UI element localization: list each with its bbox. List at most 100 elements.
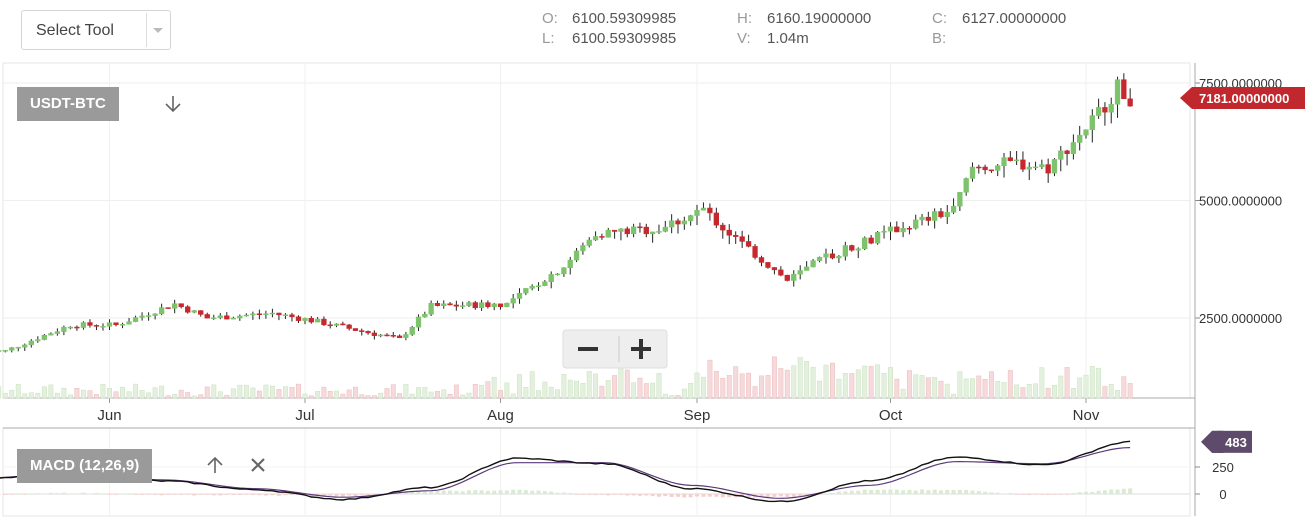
- volume-bar: [346, 389, 352, 399]
- volume-bar: [701, 376, 706, 399]
- candle-body: [784, 274, 790, 281]
- volume-bar: [881, 372, 887, 399]
- candle-body: [67, 326, 74, 329]
- histogram-bar: [920, 489, 925, 494]
- volume-bar: [982, 379, 988, 399]
- volume-bar: [906, 370, 912, 399]
- histogram-bar: [1002, 493, 1007, 495]
- histogram-bar: [0, 494, 1, 495]
- macd-histogram: [0, 488, 1133, 498]
- volume-bar: [276, 389, 282, 399]
- histogram-bar: [555, 492, 560, 494]
- candle-body: [611, 229, 618, 232]
- histogram-bar: [460, 491, 465, 494]
- histogram-bar: [289, 494, 294, 495]
- volume-bar: [263, 384, 269, 399]
- histogram-bar: [1115, 489, 1120, 494]
- candle-body: [675, 220, 681, 225]
- volume-bar: [925, 377, 931, 399]
- candle-body: [1127, 98, 1133, 107]
- candle-body: [93, 325, 100, 327]
- volume-bar: [1108, 383, 1114, 399]
- candle-body: [359, 330, 365, 332]
- candle-body: [823, 253, 829, 258]
- histogram-bar: [179, 494, 184, 495]
- candles: [0, 73, 1133, 353]
- volume-bars: [0, 356, 1133, 399]
- histogram-bar: [765, 494, 770, 498]
- volume-bar: [555, 389, 560, 399]
- histogram-bar: [283, 494, 288, 496]
- candle-body: [165, 307, 171, 309]
- volume-bar: [74, 387, 80, 399]
- histogram-bar: [1014, 494, 1019, 495]
- macd-value-label: 483: [1225, 435, 1247, 450]
- zoom-in-icon[interactable]: [631, 339, 651, 359]
- volume-bar: [567, 379, 573, 399]
- histogram-bar: [688, 494, 693, 498]
- volume-bar: [327, 391, 333, 399]
- candle-body: [132, 317, 139, 322]
- candle-body: [472, 302, 478, 309]
- x-tick-label: Oct: [879, 407, 903, 424]
- volume-bar: [529, 371, 535, 399]
- histogram-bar: [140, 494, 145, 495]
- zoom-out-icon[interactable]: [578, 347, 598, 351]
- histogram-bar: [166, 494, 171, 495]
- candle-body: [346, 324, 352, 329]
- volume-bar: [746, 372, 752, 399]
- histogram-bar: [211, 494, 216, 496]
- histogram-bar: [1084, 491, 1088, 494]
- histogram-bar: [1039, 494, 1044, 495]
- candle-body: [643, 226, 649, 235]
- arrow-down-icon[interactable]: [163, 94, 183, 114]
- open-value: 6100.59309985: [572, 10, 677, 27]
- candle-body: [185, 306, 191, 313]
- candle-body: [681, 220, 687, 225]
- candle-body: [453, 304, 460, 307]
- histogram-bar: [682, 494, 687, 498]
- volume-bar: [574, 380, 580, 399]
- ohlc-close-b: C: 6127.00000000 B:: [932, 9, 1066, 49]
- volume-bar: [107, 388, 112, 399]
- volume-bar: [932, 376, 938, 399]
- histogram-bar: [791, 494, 796, 497]
- candle-body: [1114, 79, 1121, 105]
- volume-bar: [152, 387, 158, 399]
- candle-body: [263, 313, 269, 316]
- select-tool-dropdown[interactable]: Select Tool: [21, 10, 171, 50]
- candle-body: [868, 237, 874, 244]
- candle-body: [567, 259, 573, 269]
- volume-bar: [172, 394, 178, 399]
- candle-body: [765, 262, 771, 268]
- histogram-bar: [568, 493, 573, 494]
- histogram-bar: [836, 491, 841, 494]
- candle-body: [403, 334, 409, 338]
- symbol-tag[interactable]: USDT-BTC: [17, 87, 119, 121]
- histogram-bar: [888, 489, 893, 494]
- candle-body: [485, 302, 491, 307]
- candle-body: [327, 324, 333, 327]
- volume-bar: [1115, 390, 1120, 399]
- candle-body: [739, 236, 745, 242]
- histogram-bar: [695, 494, 699, 497]
- volume-bar: [230, 388, 236, 399]
- volume-bar: [517, 374, 522, 399]
- histogram-bar: [593, 494, 598, 496]
- histogram-bar: [523, 490, 528, 494]
- candle-body: [378, 334, 384, 337]
- histogram-bar: [938, 490, 943, 494]
- candle-body: [295, 316, 302, 321]
- close-icon[interactable]: [249, 456, 267, 474]
- macd-tag[interactable]: MACD (12,26,9): [17, 449, 153, 483]
- candle-body: [1121, 79, 1127, 100]
- arrow-up-icon[interactable]: [205, 455, 225, 475]
- candle-body: [649, 231, 656, 235]
- volume-bar: [22, 393, 28, 399]
- histogram-bar: [353, 494, 358, 496]
- candle-body: [836, 256, 842, 259]
- zoom-controls[interactable]: [562, 329, 668, 369]
- candle-body: [1095, 107, 1102, 116]
- candle-body: [605, 229, 611, 238]
